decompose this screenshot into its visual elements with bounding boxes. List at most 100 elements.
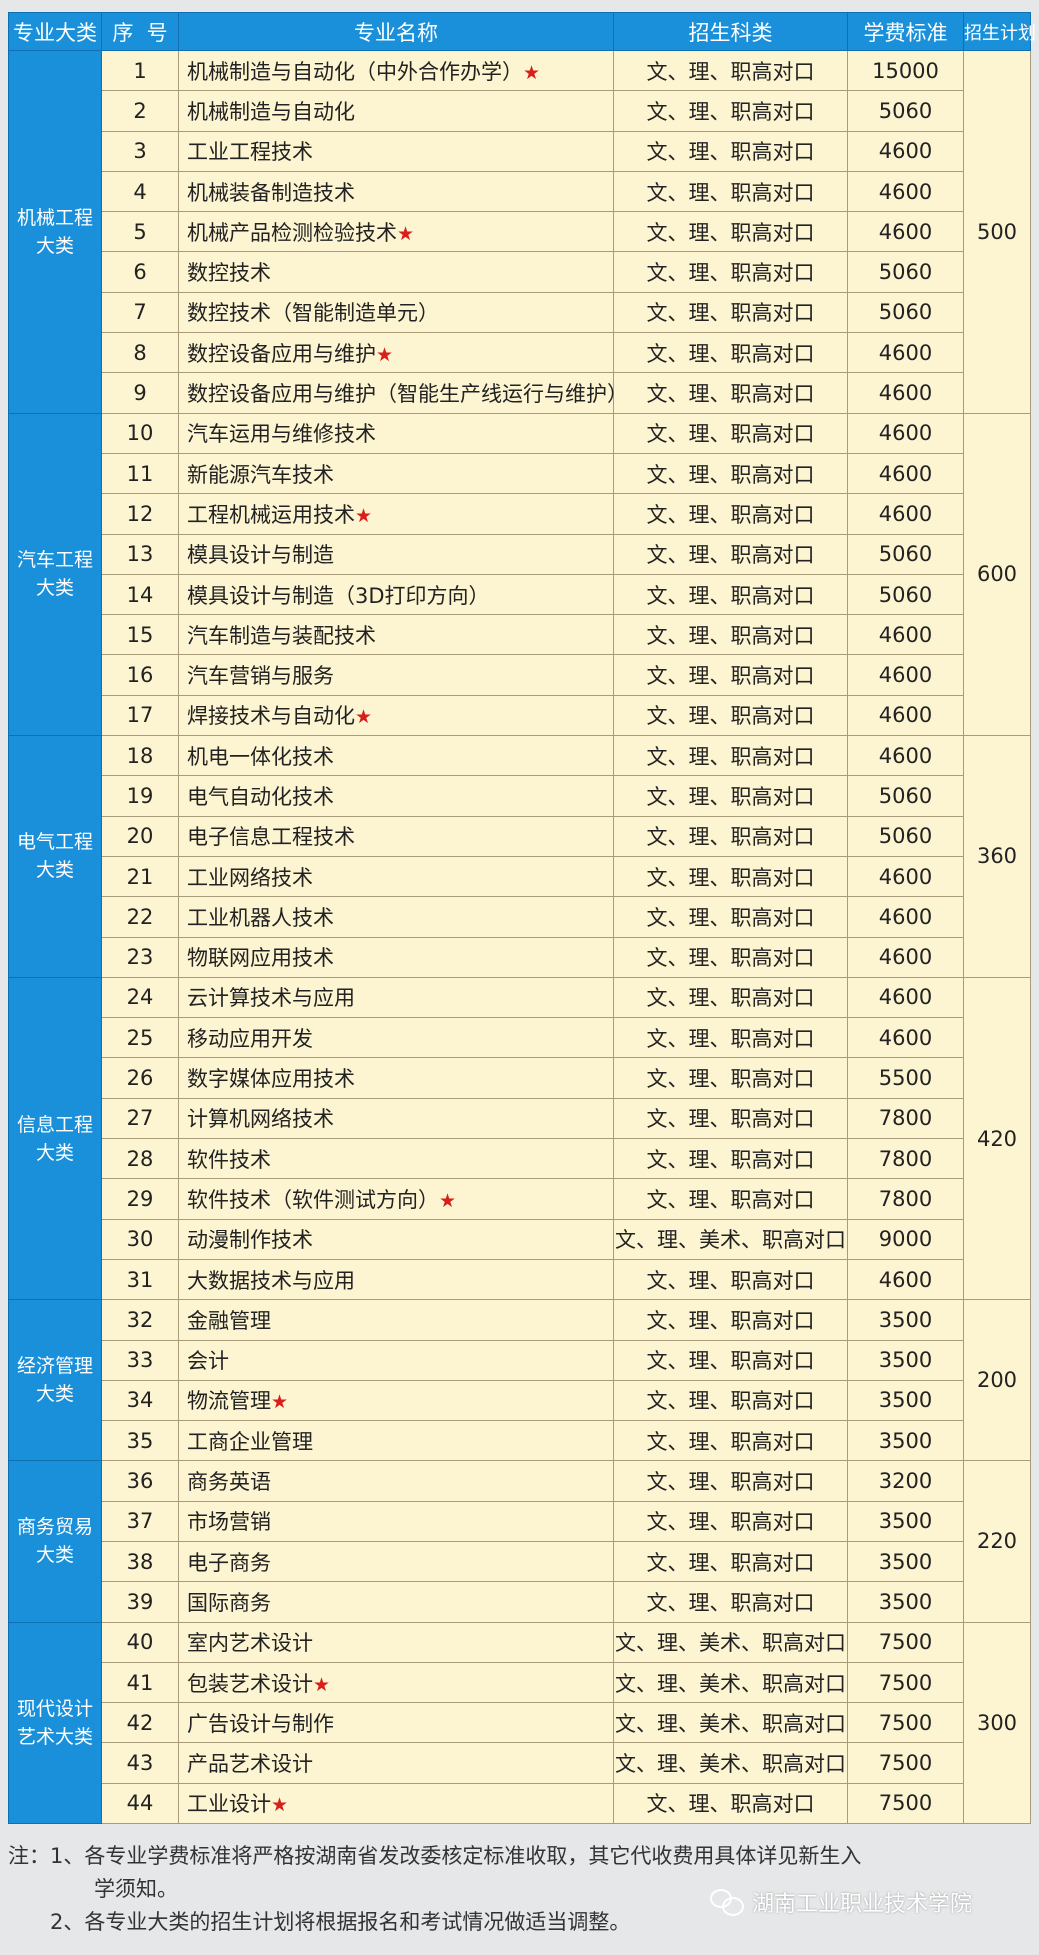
seq-cell: 6: [101, 251, 179, 293]
table-row: 汽车工程大类 10 汽车运用与维修技术 文、理、职高对口 4600 600: [8, 412, 1031, 737]
notes: 注：1、各专业学费标准将严格按湖南省发改委核定标准收取，其它代收费用具体详见新生…: [8, 1840, 1028, 1939]
major-name-cell: 包装艺术设计★: [178, 1661, 614, 1704]
subjects-cell: 文、理、职高对口: [613, 573, 848, 616]
major-name-cell: 物流管理★: [178, 1379, 614, 1422]
header-name: 专业名称: [178, 12, 614, 51]
fee-cell: 9000: [847, 1218, 964, 1260]
header-seq: 序 号: [101, 12, 179, 51]
major-name-cell: 市场营销: [178, 1500, 614, 1542]
table-header-row: 专业大类 序 号 专业名称 招生科类 学费标准 招生计划: [8, 12, 1036, 51]
subjects-cell: 文、理、职高对口: [613, 896, 848, 938]
table-row: 37 市场营销 文、理、职高对口 3500: [9, 1500, 1031, 1542]
seq-cell: 42: [101, 1702, 179, 1744]
major-name-cell: 国际商务: [178, 1581, 614, 1623]
major-name: 工业设计: [187, 1792, 271, 1817]
seq-cell: 31: [101, 1258, 179, 1301]
major-name: 工业工程技术: [187, 140, 313, 165]
major-name: 汽车运用与维修技术: [187, 422, 376, 447]
table-row: 42 广告设计与制作 文、理、美术、职高对口 7500: [9, 1702, 1031, 1744]
enrollment-table: 专业大类 序 号 专业名称 招生科类 学费标准 招生计划 机械工程大类 1 机械制造…: [8, 12, 1036, 1825]
subjects-cell: 文、理、美术、职高对口: [613, 1702, 848, 1744]
seq-cell: 26: [101, 1057, 179, 1099]
fee-cell: 4600: [847, 130, 964, 172]
subjects-cell: 文、理、职高对口: [613, 815, 848, 857]
table-row: 30 动漫制作技术 文、理、美术、职高对口 9000: [9, 1218, 1031, 1260]
subjects-cell: 文、理、职高对口: [613, 130, 848, 172]
seq-cell: 39: [101, 1581, 179, 1623]
subjects-cell: 文、理、职高对口: [613, 1299, 848, 1341]
fee-cell: 3200: [847, 1460, 964, 1502]
plan-cell: 420: [963, 976, 1031, 1301]
major-name-cell: 大数据技术与应用: [178, 1258, 614, 1301]
major-name: 室内艺术设计: [187, 1631, 313, 1656]
fee-cell: 5060: [847, 815, 964, 857]
category-cell: 现代设计艺术大类: [8, 1621, 102, 1825]
major-name-cell: 电气自动化技术: [178, 775, 614, 817]
major-name-cell: 广告设计与制作: [178, 1702, 614, 1744]
seq-cell: 23: [101, 936, 179, 978]
subjects-cell: 文、理、职高对口: [613, 654, 848, 696]
major-name-cell: 商务英语: [178, 1460, 614, 1502]
seq-cell: 10: [101, 412, 179, 454]
major-name: 计算机网络技术: [187, 1107, 334, 1132]
table-row: 43 产品艺术设计 文、理、美术、职高对口 7500: [9, 1742, 1031, 1784]
subjects-cell: 文、理、职高对口: [613, 936, 848, 978]
subjects-cell: 文、理、职高对口: [613, 1581, 848, 1623]
major-name: 移动应用开发: [187, 1026, 313, 1051]
seq-cell: 1: [101, 49, 179, 92]
watermark: 湖南工业职业技术学院: [710, 1886, 972, 1918]
seq-cell: 33: [101, 1339, 179, 1381]
major-name: 模具设计与制造: [187, 543, 334, 568]
plan-cell: 300: [963, 1621, 1031, 1825]
table-row: 4 机械装备制造技术 文、理、职高对口 4600: [9, 170, 1031, 213]
seq-cell: 2: [101, 90, 179, 132]
seq-cell: 43: [101, 1742, 179, 1784]
table-row: 33 会计 文、理、职高对口 3500: [9, 1339, 1031, 1381]
major-name: 数控技术: [187, 261, 271, 286]
major-name-cell: 产品艺术设计: [178, 1742, 614, 1784]
major-name: 电气自动化技术: [187, 784, 334, 809]
subjects-cell: 文、理、职高对口: [613, 493, 848, 535]
fee-cell: 7500: [847, 1621, 964, 1663]
fee-cell: 4600: [847, 211, 964, 253]
table-row: 12 工程机械运用技术★ 文、理、职高对口 4600: [9, 493, 1031, 535]
major-name-cell: 数控设备应用与维护（智能生产线运行与维护）: [178, 372, 628, 414]
fee-cell: 4600: [847, 1017, 964, 1059]
seq-cell: 14: [101, 573, 179, 616]
fee-cell: 7500: [847, 1661, 964, 1704]
table-row: 8 数控设备应用与维护★ 文、理、职高对口 4600: [9, 332, 1031, 374]
major-name-cell: 机电一体化技术: [178, 735, 614, 777]
star-icon: ★: [355, 706, 373, 729]
table-row: 22 工业机器人技术 文、理、职高对口 4600: [9, 896, 1031, 938]
subjects-cell: 文、理、美术、职高对口: [613, 1621, 848, 1663]
table-row: 15 汽车制造与装配技术 文、理、职高对口 4600: [9, 614, 1031, 656]
major-name-cell: 数字媒体应用技术: [178, 1057, 614, 1099]
major-name: 物流管理: [187, 1389, 271, 1414]
subjects-cell: 文、理、职高对口: [613, 1540, 848, 1583]
header-plan: 招生计划: [963, 12, 1036, 51]
major-name-cell: 软件技术（软件测试方向）★: [178, 1178, 614, 1220]
subjects-cell: 文、理、职高对口: [613, 533, 848, 575]
table-row: 2 机械制造与自动化 文、理、职高对口 5060: [9, 90, 1031, 132]
table-row: 28 软件技术 文、理、职高对口 7800: [9, 1138, 1031, 1180]
subjects-cell: 文、理、职高对口: [613, 1138, 848, 1180]
major-name: 产品艺术设计: [187, 1752, 313, 1777]
plan-cell: 200: [963, 1299, 1031, 1462]
major-name-cell: 移动应用开发: [178, 1017, 614, 1059]
fee-cell: 4600: [847, 735, 964, 777]
major-name-cell: 机械制造与自动化: [178, 90, 614, 132]
major-name: 电子信息工程技术: [187, 825, 355, 850]
subjects-cell: 文、理、职高对口: [613, 1500, 848, 1542]
major-name: 数控设备应用与维护: [187, 341, 376, 366]
table-row: 41 包装艺术设计★ 文、理、美术、职高对口 7500: [9, 1661, 1031, 1704]
table-row: 现代设计艺术大类 40 室内艺术设计 文、理、美术、职高对口 7500 300: [8, 1621, 1031, 1825]
table-row: 7 数控技术（智能制造单元） 文、理、职高对口 5060: [9, 291, 1031, 334]
seq-cell: 16: [101, 654, 179, 696]
major-name: 机械装备制造技术: [187, 180, 355, 205]
table-row: 44 工业设计★ 文、理、职高对口 7500: [9, 1782, 1031, 1825]
subjects-cell: 文、理、职高对口: [613, 412, 848, 454]
major-name: 市场营销: [187, 1510, 271, 1535]
major-name: 汽车营销与服务: [187, 664, 334, 689]
table-row: 3 工业工程技术 文、理、职高对口 4600: [9, 130, 1031, 172]
major-name-cell: 工业设计★: [178, 1782, 614, 1825]
